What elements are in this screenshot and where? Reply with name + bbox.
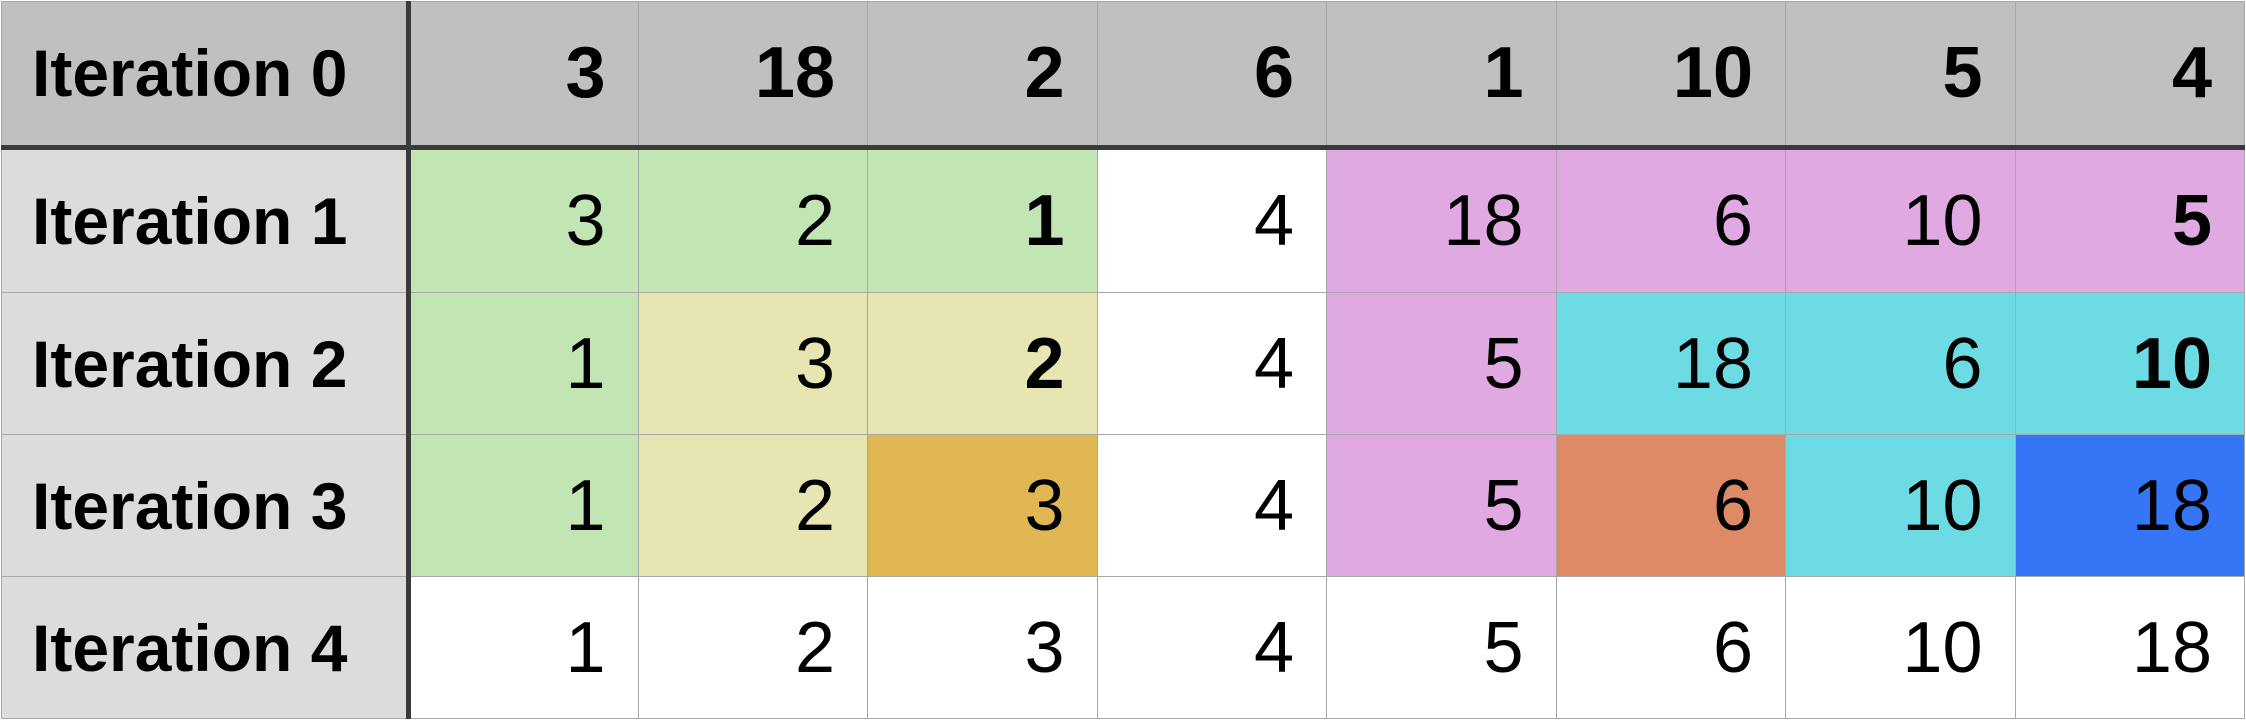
header-value: 18	[637, 1, 868, 150]
value-cell: 4	[1096, 576, 1327, 719]
value-cell: 3	[637, 292, 868, 436]
value-cell: 2	[637, 434, 868, 578]
row-label: Iteration 4	[1, 576, 411, 719]
header-value: 3	[408, 1, 639, 150]
value-cell: 4	[1096, 434, 1327, 578]
header-value: 6	[1096, 1, 1327, 150]
value-cell: 2	[637, 146, 868, 294]
header-label: Iteration 0	[1, 1, 411, 150]
value-cell: 5	[1326, 576, 1557, 719]
value-cell: 1	[408, 292, 639, 436]
header-value: 2	[867, 1, 1098, 150]
iteration-row: Iteration 4 1 2 3 4 5 6 10 18	[1, 576, 2245, 719]
value-cell: 6	[1785, 292, 2016, 436]
value-cell: 1	[408, 576, 639, 719]
value-cell: 6	[1555, 576, 1786, 719]
value-cell: 6	[1555, 434, 1786, 578]
value-cell: 18	[1555, 292, 1786, 436]
row-label: Iteration 2	[1, 292, 411, 436]
value-cell: 6	[1555, 146, 1786, 294]
value-cell: 3	[867, 576, 1098, 719]
value-cell: 4	[1096, 146, 1327, 294]
iteration-row: Iteration 3 1 2 3 4 5 6 10 18	[1, 434, 2245, 578]
header-value: 1	[1326, 1, 1557, 150]
header-value: 5	[1785, 1, 2016, 150]
iteration-row: Iteration 2 1 3 2 4 5 18 6 10	[1, 292, 2245, 436]
value-cell: 18	[2014, 434, 2245, 578]
value-cell: 3	[867, 434, 1098, 578]
value-cell: 2	[867, 292, 1098, 436]
value-cell: 4	[1096, 292, 1327, 436]
value-cell: 2	[637, 576, 868, 719]
header-value: 10	[1555, 1, 1786, 150]
header-value: 4	[2014, 1, 2245, 150]
row-label: Iteration 1	[1, 146, 411, 294]
value-cell: 10	[1785, 146, 2016, 294]
row-label: Iteration 3	[1, 434, 411, 578]
value-cell: 18	[1326, 146, 1557, 294]
value-cell: 5	[1326, 292, 1557, 436]
value-cell: 3	[408, 146, 639, 294]
value-cell: 10	[1785, 434, 2016, 578]
value-cell: 1	[867, 146, 1098, 294]
value-cell: 1	[408, 434, 639, 578]
value-cell: 18	[2014, 576, 2245, 719]
value-cell: 5	[1326, 434, 1557, 578]
header-row: Iteration 0 3 18 2 6 1 10 5 4	[1, 1, 2245, 150]
value-cell: 5	[2014, 146, 2245, 294]
value-cell: 10	[2014, 292, 2245, 436]
value-cell: 10	[1785, 576, 2016, 719]
iteration-row: Iteration 1 3 2 1 4 18 6 10 5	[1, 146, 2245, 294]
